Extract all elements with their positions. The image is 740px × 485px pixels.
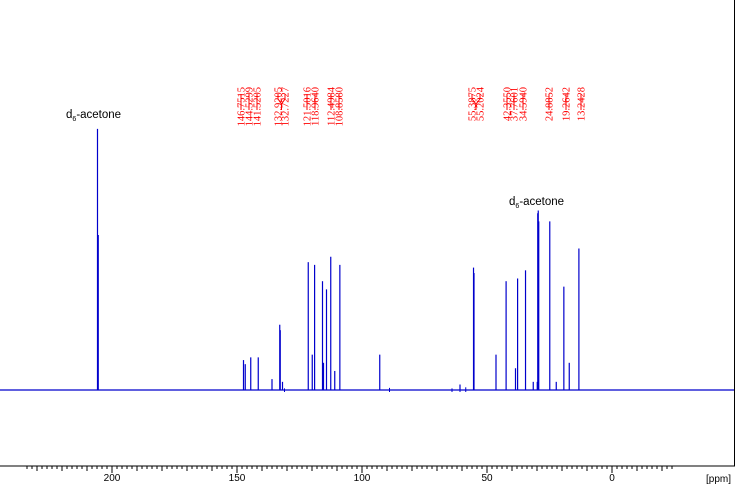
- peak-label: 141.5205: [253, 87, 264, 126]
- x-axis-ticks: 200 150 100 50 0: [26, 466, 673, 484]
- x-tick-label: 0: [609, 473, 615, 484]
- x-tick-label: 100: [354, 473, 371, 484]
- peak-label: 132.7227: [281, 87, 292, 126]
- peak-label: 118.9640: [311, 87, 322, 126]
- peak-label: 42.3550: [503, 87, 514, 121]
- peak-label: 144.5299: [245, 87, 256, 126]
- peak-label: 34.5940: [519, 87, 530, 121]
- peak-label: 55.3875: [468, 87, 479, 121]
- peak-label: 55.2024: [476, 86, 487, 121]
- peak-label: 13.2428: [577, 87, 588, 121]
- peak-label: 19.2642: [562, 87, 573, 121]
- peak-label: 132.9205: [274, 87, 285, 126]
- spectrum-layer: [0, 128, 735, 392]
- x-tick-label: 150: [229, 473, 246, 484]
- peak-label: 146.7515: [237, 87, 248, 126]
- peak-label: 112.4984: [327, 86, 338, 126]
- solvent-annotation: d6-acetone: [66, 109, 121, 123]
- annotations: d6-acetone d6-acetone: [66, 109, 564, 210]
- peak-label: 108.8580: [335, 87, 346, 126]
- peak-label: 24.8852: [545, 87, 556, 121]
- peak-label: 121.5016: [303, 87, 314, 126]
- x-axis-label: [ppm]: [706, 474, 731, 485]
- solvent-annotation: d6-acetone: [509, 196, 564, 210]
- x-tick-label: 200: [104, 473, 121, 484]
- peak-label: 37.7601: [510, 87, 521, 121]
- x-tick-label: 50: [481, 473, 493, 484]
